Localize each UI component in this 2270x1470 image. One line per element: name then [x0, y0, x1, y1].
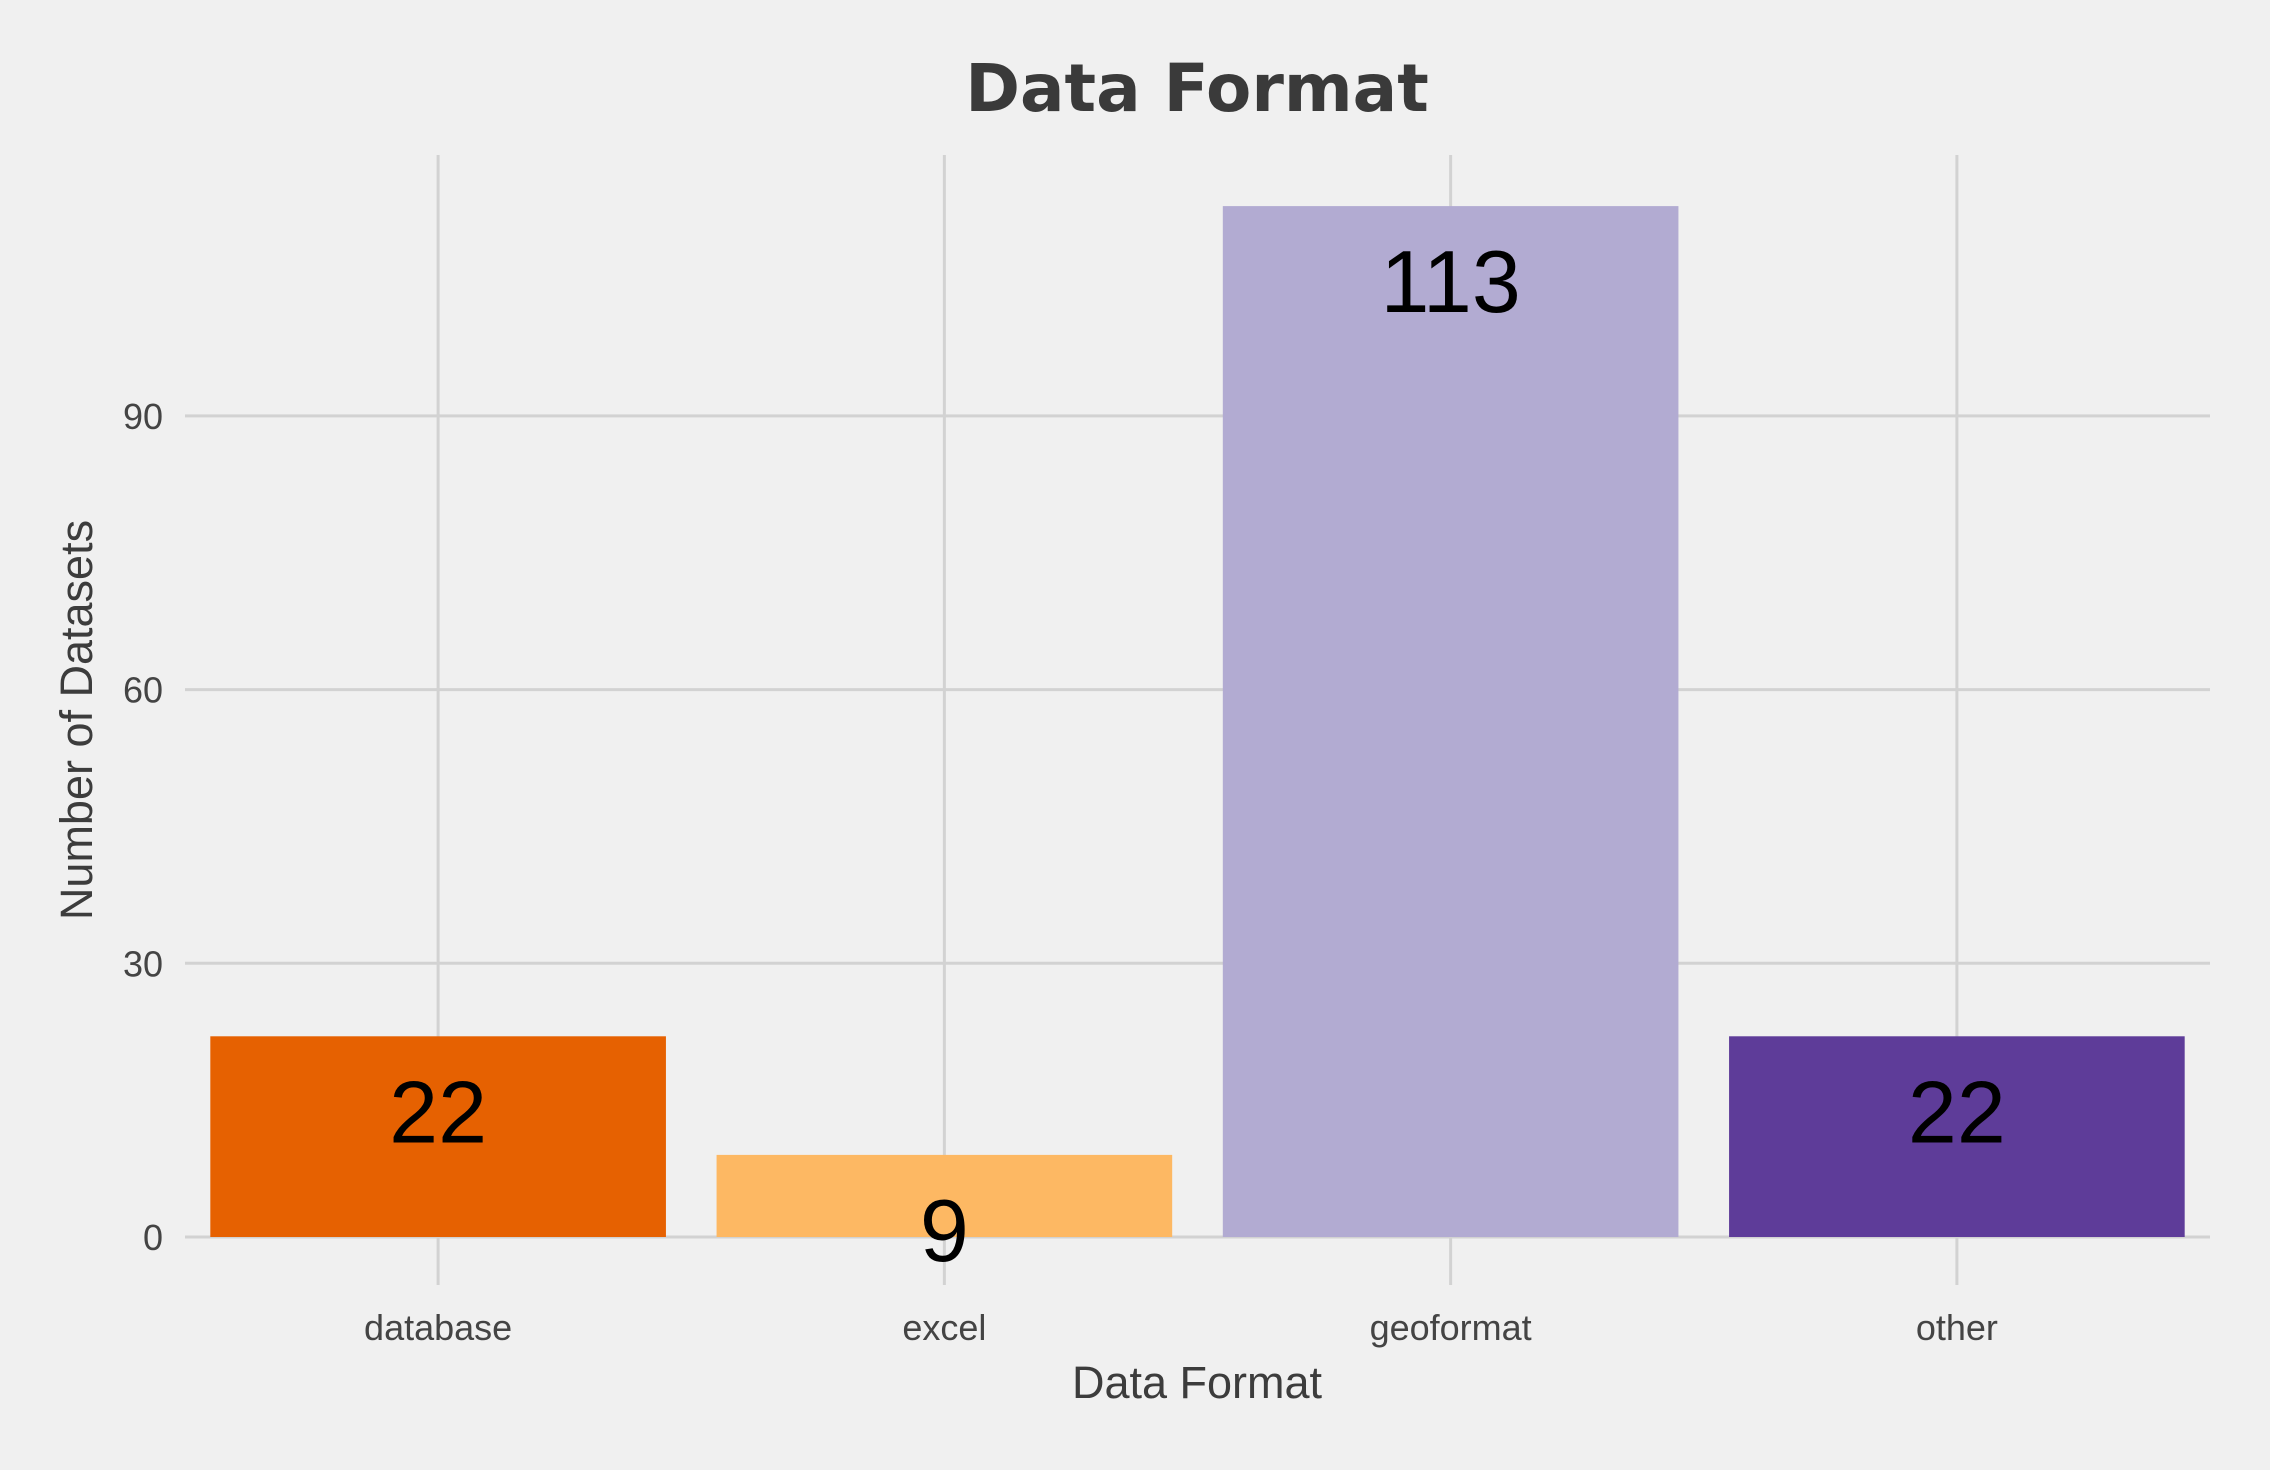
- x-tick-label: geoformat: [1370, 1307, 1532, 1348]
- data-label-geoformat: 113: [1380, 232, 1520, 331]
- bars: [210, 206, 2185, 1238]
- bar-geoformat: [1222, 206, 1679, 1238]
- tick-labels: 0 30 60 90 database excel geoformat other: [123, 396, 1998, 1348]
- data-label-database: 22: [389, 1062, 487, 1161]
- bar-database: [210, 1036, 666, 1237]
- data-label-excel: 9: [920, 1181, 969, 1280]
- y-tick-label: 0: [143, 1217, 163, 1258]
- x-tick-label: other: [1916, 1307, 1998, 1348]
- data-label-other: 22: [1908, 1062, 2006, 1161]
- chart-title: Data Format: [965, 50, 1429, 127]
- x-tick-label: database: [364, 1307, 512, 1348]
- data-labels: 22 9 113 22: [389, 232, 2006, 1280]
- bar-other: [1729, 1036, 2185, 1237]
- y-axis-label: Number of Datasets: [51, 520, 102, 920]
- y-tick-label: 60: [123, 670, 163, 711]
- bar-excel: [716, 1154, 1173, 1237]
- x-axis-label: Data Format: [1072, 1357, 1323, 1408]
- y-tick-label: 90: [123, 396, 163, 437]
- x-tick-label: excel: [902, 1307, 986, 1348]
- y-tick-label: 30: [123, 943, 163, 984]
